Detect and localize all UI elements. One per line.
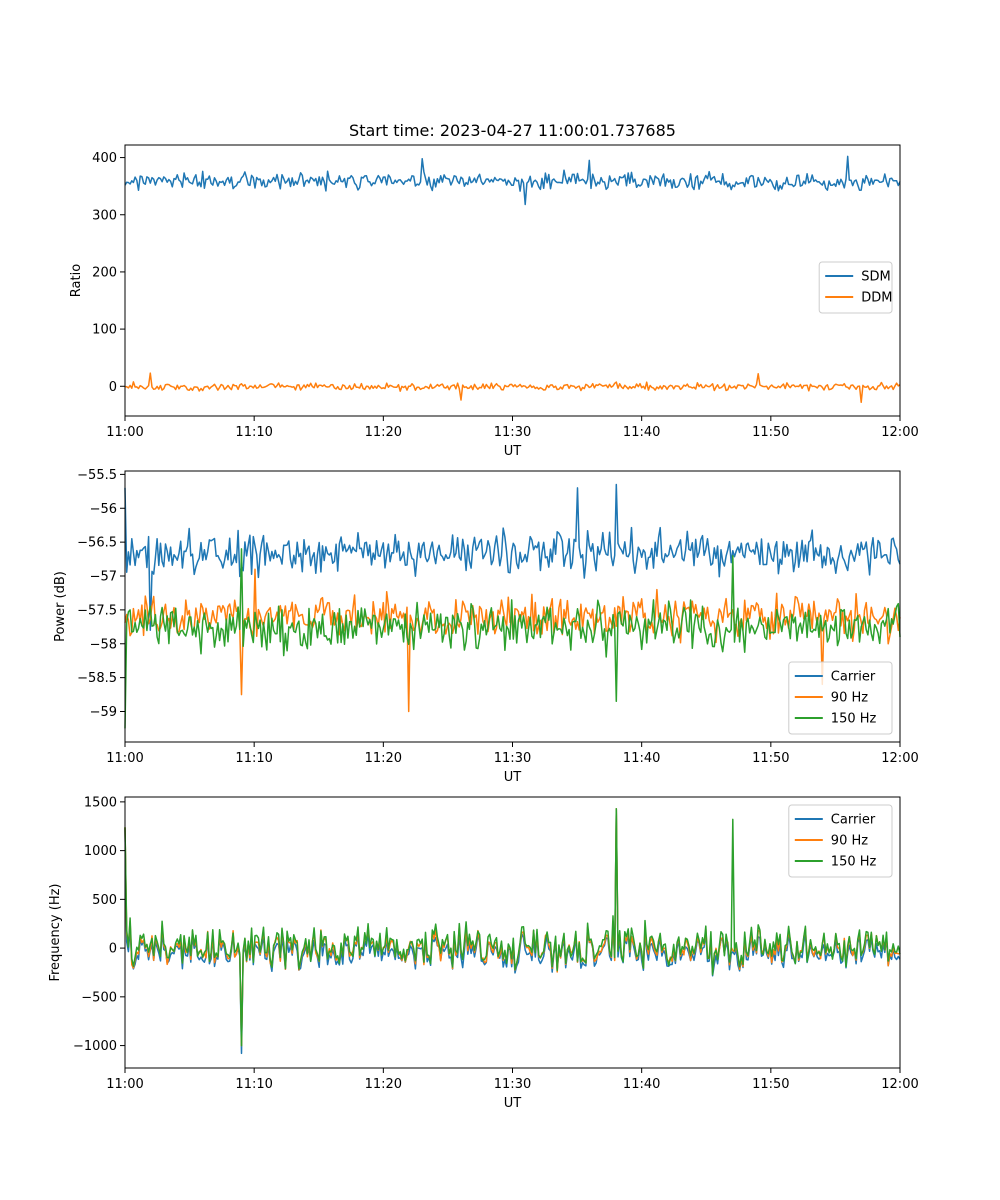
plot-area	[124, 807, 901, 1055]
y-tick-label: −58	[90, 637, 117, 652]
y-tick-label: 500	[92, 893, 117, 908]
series-line-150-hz	[124, 548, 901, 729]
legend-label: 90 Hz	[831, 834, 868, 849]
x-tick-label: 12:00	[881, 751, 918, 766]
legend-label: 150 Hz	[831, 855, 877, 870]
legend-label: SDM	[861, 270, 890, 285]
y-tick-label: −1000	[73, 1039, 117, 1054]
series-line-carrier	[124, 483, 901, 631]
x-tick-label: 12:00	[881, 1077, 918, 1092]
y-tick-label: 400	[92, 151, 117, 166]
y-tick-label: −55.5	[77, 468, 117, 483]
x-tick-label: 11:00	[106, 1077, 143, 1092]
x-tick-label: 12:00	[881, 425, 918, 440]
chart-panel-2: 11:00 11:10 11:20 11:30 11:40 11:50 12:00 −59 −5…	[53, 468, 919, 785]
series-line-150-hz	[124, 807, 901, 1047]
legend: SDM DDM	[818, 261, 893, 314]
x-tick-label: 11:10	[235, 751, 272, 766]
y-tick-label: −57	[90, 570, 117, 585]
plot-area	[124, 155, 901, 404]
x-tick-label: 11:50	[752, 1077, 789, 1092]
series-line-sdm	[124, 155, 901, 206]
y-tick-label: 1000	[84, 844, 117, 859]
y-axis-label: Frequency (Hz)	[48, 883, 63, 981]
x-tick-label: 11:40	[623, 425, 660, 440]
x-tick-label: 11:00	[106, 751, 143, 766]
legend: Carrier 90 Hz 150 Hz	[788, 804, 893, 878]
x-tick-label: 11:40	[623, 1077, 660, 1092]
chart-panel-3: 11:00 11:10 11:20 11:30 11:40 11:50 12:00 −1000…	[48, 795, 919, 1111]
series-line-ddm	[124, 372, 901, 404]
y-axis-label: Ratio	[69, 264, 84, 297]
chart-panel-1: 11:00 11:10 11:20 11:30 11:40 11:50 12:00 0 100 2…	[69, 144, 919, 459]
y-axis-label: Power (dB)	[53, 571, 68, 642]
legend-box	[818, 261, 893, 314]
y-tick-label: −58.5	[77, 671, 117, 686]
x-tick-label: 11:20	[365, 425, 402, 440]
x-tick-label: 11:30	[494, 751, 531, 766]
y-tick-label: −56	[90, 502, 117, 517]
legend-label: DDM	[861, 291, 892, 306]
chart-panels: 11:00 11:10 11:20 11:30 11:40 11:50 12:00 0 100 2…	[48, 144, 919, 1111]
plot-area	[124, 483, 901, 729]
legend-label: Carrier	[831, 813, 876, 828]
x-tick-label: 11:50	[752, 751, 789, 766]
y-tick-label: −56.5	[77, 536, 117, 551]
legend: Carrier 90 Hz 150 Hz	[788, 661, 893, 735]
x-axis-label: UT	[504, 770, 522, 785]
x-tick-label: 11:10	[235, 1077, 272, 1092]
x-axis-label: UT	[504, 1096, 522, 1111]
y-tick-label: −59	[90, 705, 117, 720]
legend-label: 150 Hz	[831, 712, 877, 727]
x-tick-label: 11:10	[235, 425, 272, 440]
figure-title: Start time: 2023-04-27 11:00:01.737685	[349, 121, 676, 140]
y-tick-label: −57.5	[77, 603, 117, 618]
x-tick-label: 11:40	[623, 751, 660, 766]
y-tick-label: 0	[109, 942, 117, 957]
legend-box	[788, 804, 893, 878]
legend-label: Carrier	[831, 670, 876, 685]
x-tick-label: 11:00	[106, 425, 143, 440]
legend-label: 90 Hz	[831, 691, 868, 706]
y-tick-label: −500	[81, 990, 117, 1005]
y-tick-label: 300	[92, 208, 117, 223]
y-tick-label: 100	[92, 323, 117, 338]
y-tick-label: 200	[92, 265, 117, 280]
x-tick-label: 11:20	[365, 1077, 402, 1092]
x-tick-label: 11:30	[494, 1077, 531, 1092]
x-axis-label: UT	[504, 444, 522, 459]
y-tick-label: 1500	[84, 795, 117, 810]
y-tick-label: 0	[109, 380, 117, 395]
legend-box	[788, 661, 893, 735]
x-tick-label: 11:50	[752, 425, 789, 440]
x-tick-label: 11:20	[365, 751, 402, 766]
x-tick-label: 11:30	[494, 425, 531, 440]
